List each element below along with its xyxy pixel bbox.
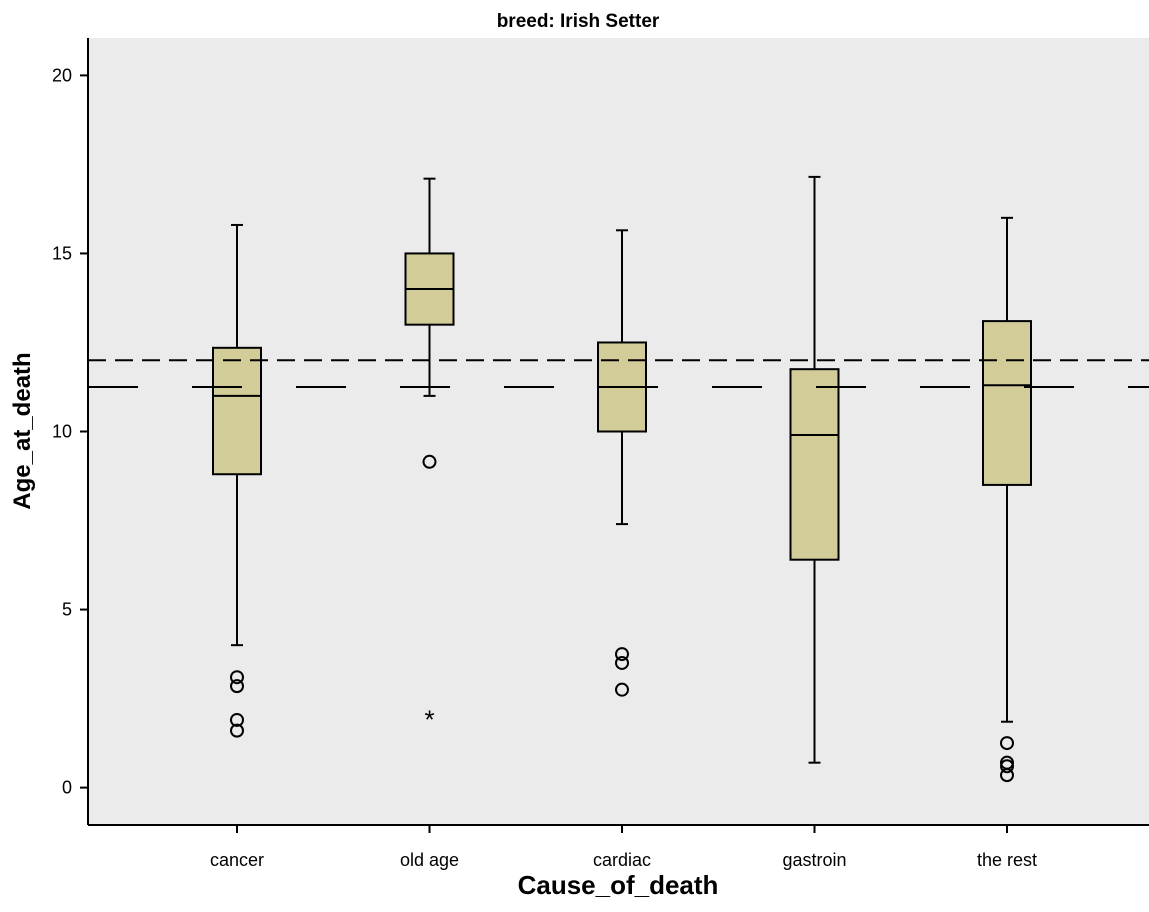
outlier-point: [230, 712, 244, 727]
y-tick-label: 20: [52, 65, 72, 85]
outlier-point: [422, 454, 437, 469]
box-gastroin: [789, 175, 840, 764]
outlier-point: [230, 723, 244, 738]
outlier-point: [1000, 759, 1014, 774]
x-axis-label: Cause_of_death: [518, 870, 719, 900]
y-tick-label: 0: [62, 778, 72, 798]
iqr-box: [982, 320, 1032, 486]
chart-title: breed: Irish Setter: [497, 11, 660, 32]
x-tick-label: gastroin: [782, 850, 846, 870]
outlier-point: [1000, 736, 1014, 751]
y-axis-label: Age_at_death: [9, 352, 36, 509]
x-tick-label: the rest: [977, 850, 1037, 870]
iqr-box: [789, 368, 840, 561]
box-old-age: *: [404, 177, 455, 734]
x-tick-label: old age: [400, 850, 459, 870]
box-cancer: [212, 223, 262, 738]
outlier-point: [1000, 768, 1014, 783]
extreme-point: *: [424, 704, 434, 734]
outlier-point: [615, 655, 629, 670]
outlier-point: [230, 670, 244, 685]
box-the-rest: [982, 216, 1032, 783]
x-tick-label: cancer: [210, 850, 264, 870]
iqr-box: [212, 346, 262, 476]
y-tick-label: 15: [52, 243, 72, 263]
y-tick-label: 10: [52, 422, 72, 442]
x-tick-label: cardiac: [593, 850, 651, 870]
outlier-point: [230, 679, 244, 694]
outlier-point: [615, 647, 629, 662]
y-tick-label: 5: [62, 600, 72, 620]
outlier-point: [615, 682, 629, 697]
